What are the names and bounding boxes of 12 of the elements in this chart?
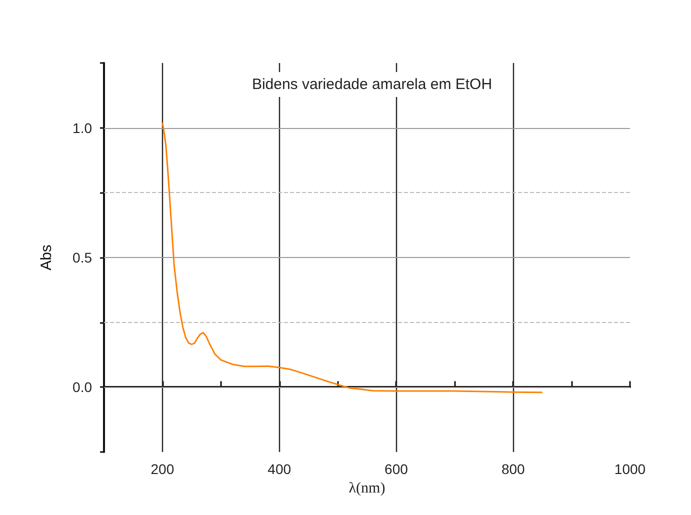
x-tick-label: 400 xyxy=(268,461,292,477)
x-tick-label: 1000 xyxy=(614,461,646,477)
x-tick-label: 800 xyxy=(501,461,526,477)
x-axis-title: λ(nm) xyxy=(348,480,386,496)
y-tick-label: 0.5 xyxy=(72,250,92,266)
line-series xyxy=(162,122,544,394)
y-axis-title: Abs xyxy=(38,244,55,270)
y-tick-label: 1.0 xyxy=(72,120,92,136)
x-tick-label: 200 xyxy=(150,461,174,477)
text: Bidens variedade amarela em EtOH xyxy=(252,76,492,93)
y-tick-label: 0.0 xyxy=(72,379,92,396)
x-tick-label: 600 xyxy=(384,461,408,477)
